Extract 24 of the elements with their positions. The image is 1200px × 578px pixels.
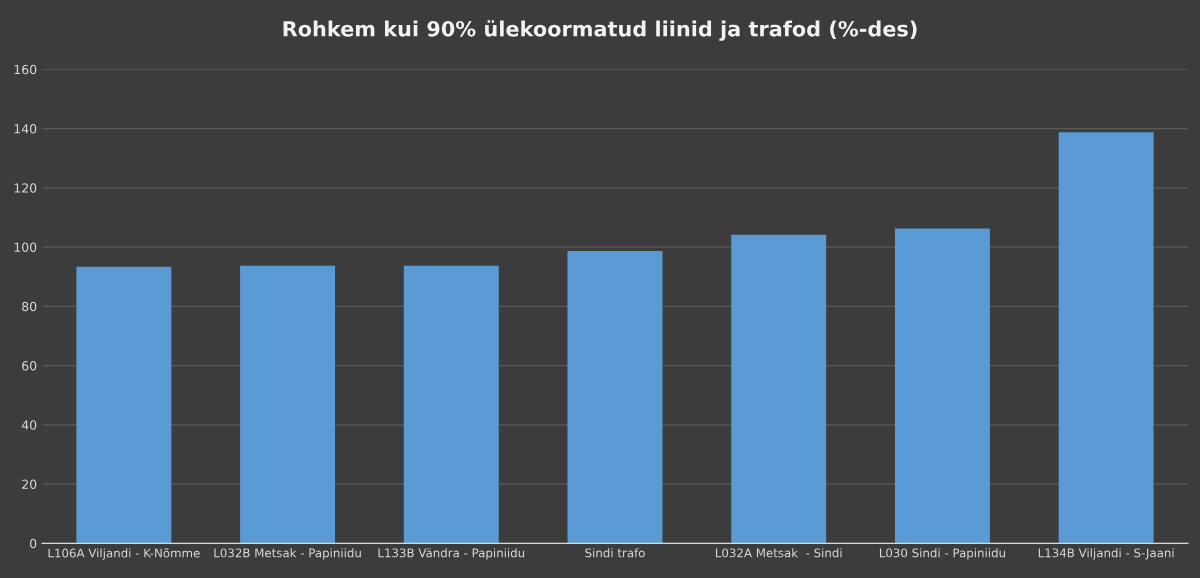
bar (76, 266, 172, 544)
chart-title: Rohkem kui 90% ülekoormatud liinid ja trafod (%-des) (283, 20, 917, 41)
y-tick-label: 20 (22, 479, 37, 489)
x-tick-label: L032B Metsak - Papiniidu (214, 548, 361, 560)
x-tick-label: Sindi trafo (585, 548, 645, 558)
bar (731, 234, 827, 544)
y-tick-label: 80 (22, 301, 37, 312)
x-tick-label: L134B Viljandi - S-Jaani (1038, 548, 1174, 560)
bar (403, 265, 499, 544)
x-tick-label: L106A Viljandi - K-Nõmme (48, 548, 200, 560)
y-tick-label: 120 (14, 183, 37, 193)
y-tick-label: 60 (22, 361, 37, 371)
y-tick-label: 40 (21, 420, 37, 430)
y-tick-label: 140 (14, 124, 37, 134)
bar (567, 250, 663, 544)
bar (240, 265, 336, 544)
x-tick-label: L032A Metsak - Sindi (715, 548, 842, 558)
x-tick-label: L133B Vändra - Papiniidu (378, 548, 525, 560)
bar (894, 228, 990, 544)
y-tick-label: 0 (30, 538, 37, 549)
x-tick-label: L030 Sindi - Papiniidu (879, 548, 1005, 560)
bar (1058, 132, 1154, 544)
y-tick-label: 160 (14, 64, 37, 75)
y-tick-label: 100 (14, 242, 37, 253)
